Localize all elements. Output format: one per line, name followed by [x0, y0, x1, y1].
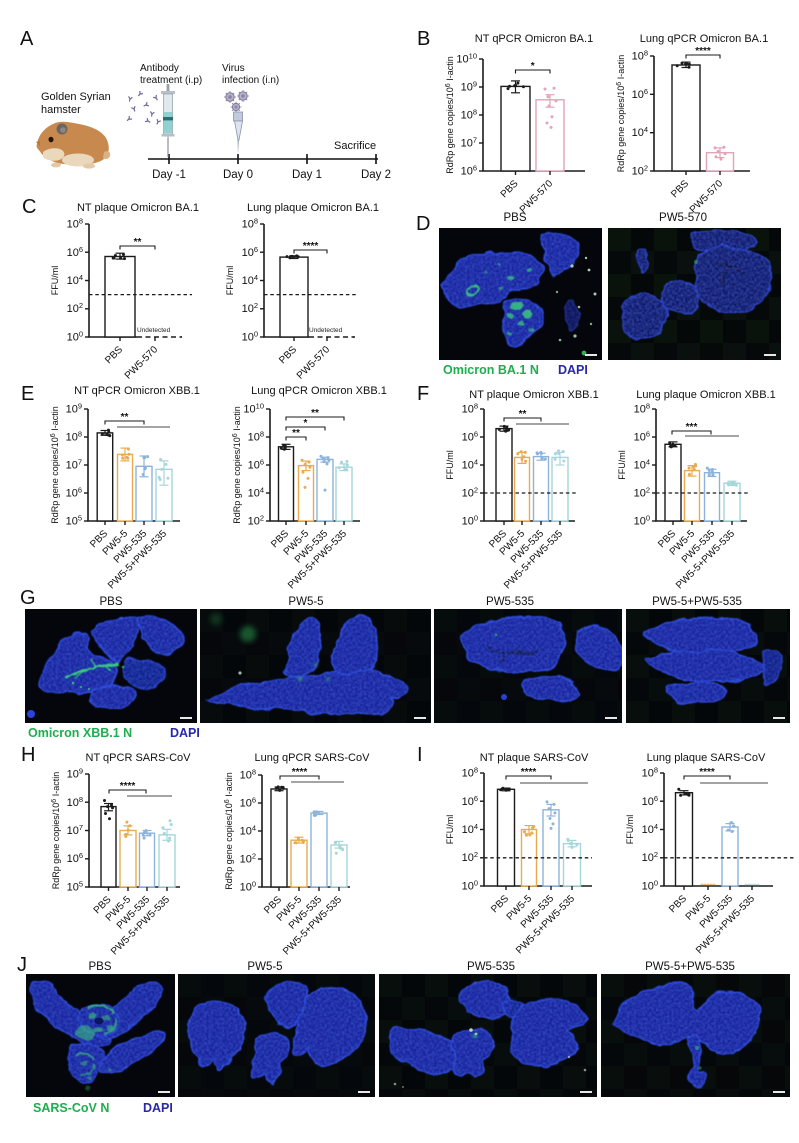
svg-text:I: I: [417, 744, 423, 766]
svg-text:DAPI: DAPI: [143, 1101, 173, 1115]
svg-text:****: ****: [120, 781, 136, 792]
svg-text:FFU/ml: FFU/ml: [617, 450, 627, 480]
svg-text:F: F: [417, 383, 429, 405]
svg-text:Antibody: Antibody: [140, 63, 179, 74]
svg-text:NT qPCR SARS-CoV: NT qPCR SARS-CoV: [86, 752, 192, 764]
svg-text:RdRp gene copies/106 I-actin: RdRp gene copies/106 I-actin: [616, 55, 626, 173]
svg-text:RdRp gene copies/106 I-actin: RdRp gene copies/106 I-actin: [232, 406, 242, 524]
svg-text:DAPI: DAPI: [558, 363, 588, 377]
svg-text:PW5-5: PW5-5: [247, 961, 282, 973]
svg-text:Lung plaque Omicron XBB.1: Lung plaque Omicron XBB.1: [636, 389, 775, 401]
svg-text:hamster: hamster: [41, 104, 81, 116]
svg-text:*: *: [304, 418, 308, 429]
svg-text:**: **: [134, 237, 142, 248]
svg-text:RdRp gene copies/106 I-actin: RdRp gene copies/106 I-actin: [50, 406, 60, 524]
svg-text:PW5-535: PW5-535: [486, 596, 534, 608]
svg-text:PW5-5+PW5-535: PW5-5+PW5-535: [645, 961, 735, 973]
svg-text:Day 2: Day 2: [361, 169, 391, 181]
svg-text:B: B: [417, 28, 430, 50]
svg-text:FFU/ml: FFU/ml: [625, 815, 635, 845]
svg-text:Day 0: Day 0: [223, 169, 253, 181]
svg-text:****: ****: [292, 767, 308, 778]
svg-text:D: D: [416, 213, 430, 235]
svg-text:PBS: PBS: [88, 961, 111, 973]
svg-text:Lung plaque Omicron BA.1: Lung plaque Omicron BA.1: [247, 202, 379, 214]
svg-text:SARS-CoV N: SARS-CoV N: [33, 1101, 109, 1115]
svg-text:DAPI: DAPI: [170, 726, 200, 740]
svg-text:****: ****: [303, 241, 319, 252]
svg-text:FFU/ml: FFU/ml: [50, 266, 60, 296]
svg-text:NT plaque Omicron XBB.1: NT plaque Omicron XBB.1: [469, 389, 598, 401]
svg-text:A: A: [20, 28, 34, 50]
svg-text:Lung qPCR Omicron XBB.1: Lung qPCR Omicron XBB.1: [251, 385, 387, 397]
svg-text:PW5-5: PW5-5: [288, 596, 323, 608]
svg-text:Golden Syrian: Golden Syrian: [41, 91, 111, 103]
svg-text:Omicron XBB.1 N: Omicron XBB.1 N: [28, 726, 132, 740]
svg-text:infection (i.n): infection (i.n): [222, 75, 279, 86]
svg-text:H: H: [21, 744, 35, 766]
svg-text:****: ****: [695, 46, 711, 57]
svg-text:PBS: PBS: [503, 212, 526, 224]
svg-text:***: ***: [686, 422, 698, 433]
svg-text:**: **: [121, 412, 129, 423]
svg-text:Lung qPCR Omicron BA.1: Lung qPCR Omicron BA.1: [640, 33, 768, 45]
svg-text:NT qPCR Omicron XBB.1: NT qPCR Omicron XBB.1: [74, 385, 200, 397]
svg-text:NT plaque SARS-CoV: NT plaque SARS-CoV: [480, 752, 589, 764]
svg-text:Lung plaque SARS-CoV: Lung plaque SARS-CoV: [647, 752, 766, 764]
svg-text:Sacrifice: Sacrifice: [334, 140, 376, 152]
svg-text:NT plaque Omicron BA.1: NT plaque Omicron BA.1: [77, 202, 199, 214]
svg-text:**: **: [311, 408, 319, 419]
svg-text:**: **: [292, 428, 300, 439]
svg-text:treatment (i.p): treatment (i.p): [140, 75, 202, 86]
svg-text:Undetected: Undetected: [137, 327, 171, 334]
svg-text:****: ****: [699, 767, 715, 778]
svg-text:RdRp gene copies/106 I-actin: RdRp gene copies/106 I-actin: [224, 772, 234, 890]
svg-text:PW5-535: PW5-535: [467, 961, 515, 973]
svg-text:****: ****: [521, 767, 537, 778]
svg-text:RdRp gene copies/106 I-actin: RdRp gene copies/106 I-actin: [445, 56, 455, 174]
svg-text:Lung qPCR SARS-CoV: Lung qPCR SARS-CoV: [255, 752, 371, 764]
svg-text:G: G: [20, 587, 36, 609]
svg-text:Virus: Virus: [222, 63, 245, 74]
svg-text:FFU/ml: FFU/ml: [445, 450, 455, 480]
svg-text:J: J: [17, 954, 27, 976]
svg-text:Omicron BA.1 N: Omicron BA.1 N: [443, 363, 539, 377]
svg-text:PW5-570: PW5-570: [659, 212, 707, 224]
svg-text:C: C: [22, 196, 36, 218]
svg-text:E: E: [21, 383, 34, 405]
svg-text:Undetected: Undetected: [309, 327, 343, 334]
svg-text:RdRp gene copies/106 I-actin: RdRp gene copies/106 I-actin: [51, 772, 61, 890]
svg-text:NT qPCR Omicron BA.1: NT qPCR Omicron BA.1: [475, 33, 593, 45]
svg-text:Day -1: Day -1: [152, 169, 186, 181]
svg-text:PBS: PBS: [99, 596, 122, 608]
svg-text:Day 1: Day 1: [292, 169, 322, 181]
svg-text:FFU/ml: FFU/ml: [445, 815, 455, 845]
svg-text:*: *: [531, 61, 535, 72]
svg-text:**: **: [519, 409, 527, 420]
svg-text:FFU/ml: FFU/ml: [225, 266, 235, 296]
svg-text:PW5-5+PW5-535: PW5-5+PW5-535: [652, 596, 742, 608]
